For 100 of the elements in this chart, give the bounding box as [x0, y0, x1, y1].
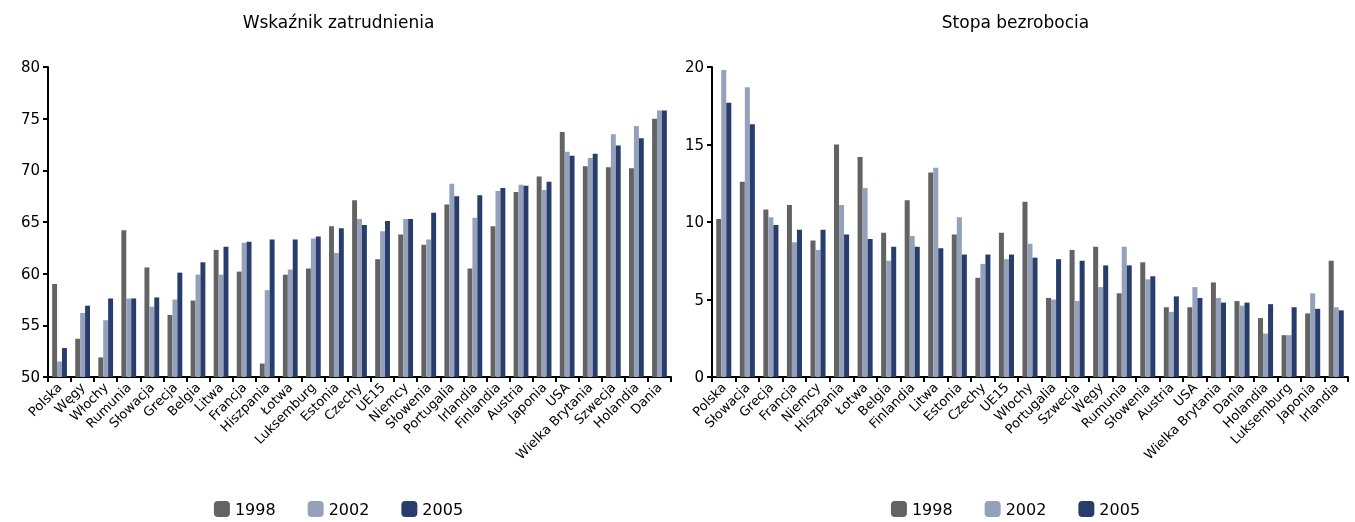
- y-tick-label: 10: [684, 213, 704, 231]
- bar: [928, 172, 934, 377]
- legend-label: 1998: [234, 499, 276, 519]
- y-tick-label: 5: [694, 290, 704, 309]
- bar: [791, 242, 797, 377]
- bar: [857, 156, 863, 377]
- bar: [951, 234, 957, 377]
- bar: [961, 254, 967, 377]
- bar: [763, 209, 769, 377]
- legend-label: 2002: [1005, 499, 1047, 519]
- bar: [1121, 246, 1127, 377]
- bar: [810, 240, 816, 377]
- bar: [1328, 260, 1334, 377]
- bar: [1258, 318, 1264, 377]
- bar: [726, 102, 732, 377]
- bar: [1093, 246, 1099, 377]
- bar: [975, 277, 981, 377]
- bar: [1263, 333, 1269, 377]
- bar: [998, 232, 1004, 377]
- bar: [1046, 297, 1052, 377]
- bar: [1150, 276, 1156, 377]
- y-tick-label: 80: [20, 58, 40, 76]
- bar: [980, 263, 986, 377]
- bar: [1008, 254, 1014, 377]
- bar: [1234, 301, 1240, 377]
- bar: [1239, 305, 1245, 377]
- bar: [1022, 201, 1028, 377]
- y-tick-label: 15: [684, 135, 704, 154]
- bar: [956, 217, 962, 377]
- bar: [1140, 262, 1146, 377]
- bar: [1056, 259, 1062, 377]
- bar: [1098, 287, 1104, 377]
- bar: [862, 187, 868, 377]
- y-tick-label: 60: [20, 264, 40, 283]
- legend-label: 1998: [911, 499, 953, 519]
- bar: [1268, 304, 1274, 377]
- bar: [1145, 279, 1151, 377]
- y-tick-label: 70: [20, 161, 40, 180]
- bar: [1051, 299, 1057, 377]
- legend-label: 2005: [1099, 499, 1141, 519]
- legend-label: 2005: [422, 499, 464, 519]
- bar: [938, 248, 944, 377]
- bar: [1163, 307, 1169, 377]
- y-tick-label: 55: [20, 316, 40, 335]
- bar: [1032, 257, 1038, 377]
- bar: [1220, 302, 1226, 377]
- bar: [1315, 308, 1321, 377]
- y-tick-label: 75: [20, 109, 40, 128]
- chart-title: Wskaźnik zatrudnienia: [242, 11, 435, 32]
- bar: [881, 232, 887, 377]
- bar: [933, 167, 939, 377]
- bar: [1310, 293, 1316, 377]
- y-tick-label: 20: [684, 58, 704, 76]
- bar: [820, 229, 826, 377]
- bar: [1074, 301, 1080, 377]
- bar: [891, 246, 897, 377]
- bar: [721, 70, 727, 377]
- bar: [1338, 310, 1344, 377]
- bar: [796, 229, 802, 377]
- bar: [1126, 265, 1132, 377]
- bar: [985, 254, 991, 377]
- bar: [1003, 259, 1009, 377]
- bar: [1244, 302, 1250, 377]
- chart-title: Stopa bezrobocia: [941, 11, 1090, 32]
- bar: [1173, 296, 1179, 377]
- bar: [1291, 307, 1297, 377]
- bar: [1069, 249, 1075, 377]
- bar: [1305, 313, 1311, 377]
- bar: [1103, 265, 1109, 377]
- y-tick-label: 65: [20, 213, 40, 231]
- bar: [1079, 260, 1085, 377]
- bar: [716, 218, 722, 377]
- bar: [1210, 282, 1216, 377]
- bar: [749, 124, 755, 377]
- y-tick-label: 50: [20, 368, 40, 386]
- bar: [839, 204, 845, 377]
- bar: [867, 239, 873, 377]
- bar: [1333, 307, 1339, 377]
- bar: [904, 200, 910, 377]
- bar: [1168, 311, 1174, 377]
- bar: [844, 234, 850, 377]
- bar: [1192, 287, 1198, 377]
- bar: [744, 87, 750, 377]
- bar: [909, 235, 915, 377]
- bar: [1281, 335, 1287, 377]
- bar: [1116, 293, 1122, 377]
- bar: [1286, 335, 1292, 377]
- bar: [914, 246, 920, 377]
- bar: [1027, 243, 1033, 377]
- legend-label: 2002: [328, 499, 370, 519]
- bar: [773, 225, 779, 377]
- bar: [786, 204, 792, 377]
- bar: [1187, 307, 1193, 377]
- bar: [1215, 297, 1221, 377]
- y-tick-label: 0: [694, 368, 704, 386]
- bar: [834, 144, 840, 377]
- bar: [768, 217, 774, 377]
- bar: [1197, 297, 1203, 377]
- bar: [886, 260, 892, 377]
- bar: [815, 249, 821, 377]
